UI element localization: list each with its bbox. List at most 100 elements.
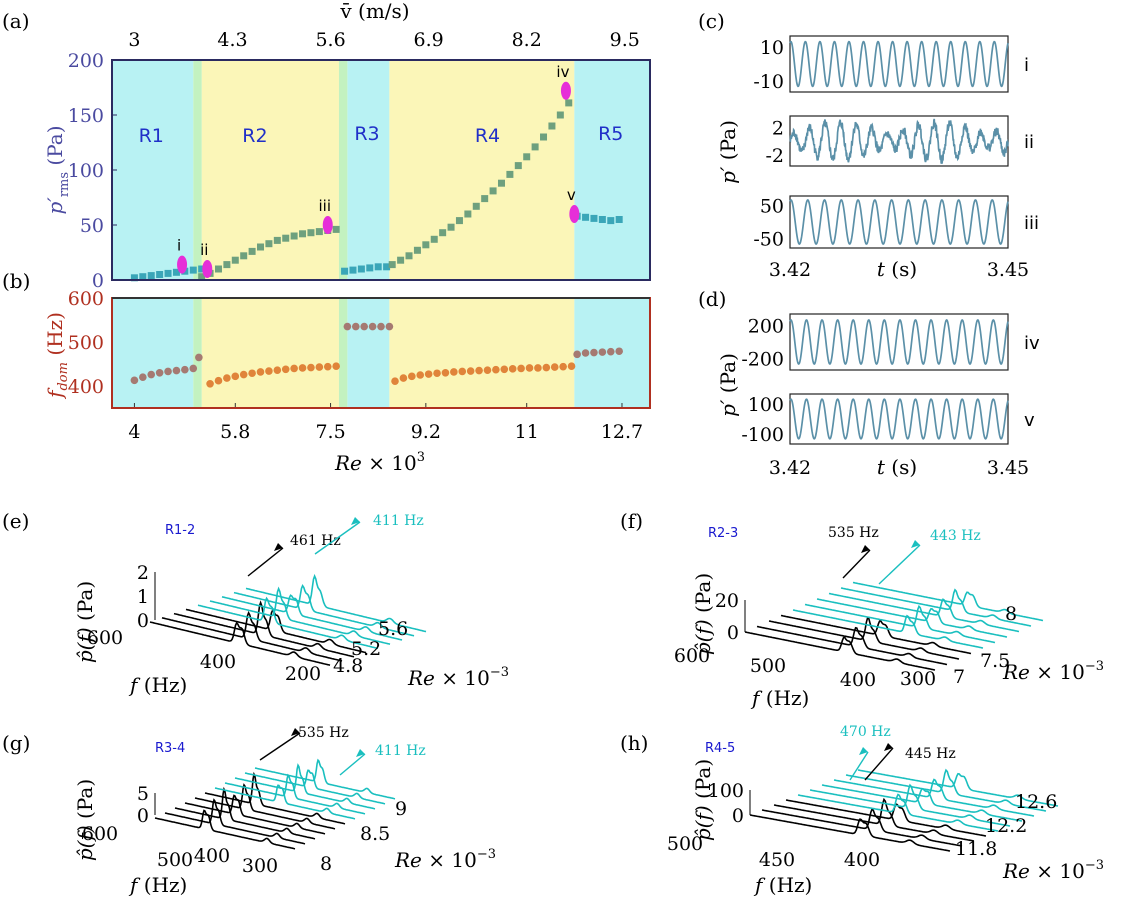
f-tick-label: 400 xyxy=(194,845,230,867)
peak-arrowhead-cyan xyxy=(911,540,920,548)
a-point-R4 xyxy=(556,111,564,119)
a-point-R4 xyxy=(397,256,405,264)
b-region-1 xyxy=(112,298,194,408)
waterfall-line xyxy=(744,631,936,671)
b-x-tick-label: 9.2 xyxy=(411,421,441,443)
signal-ytick-top: 2 xyxy=(772,117,784,139)
a-point-R5 xyxy=(607,217,615,225)
waterfall-line xyxy=(804,603,996,644)
waterfall-line xyxy=(209,586,391,645)
a-point-R3 xyxy=(366,264,374,272)
z-tick-label: 0 xyxy=(137,805,149,827)
a-point-R2 xyxy=(299,230,307,238)
b-point-R5 xyxy=(581,349,590,357)
b-region-3 xyxy=(347,298,390,408)
b-x-tick-label: 11 xyxy=(515,421,539,443)
b-point-R4 xyxy=(416,371,425,379)
f-tick-label: 600 xyxy=(674,645,710,667)
peak-arrow-cyan xyxy=(878,544,921,585)
panel-label-a: (a) xyxy=(2,9,30,33)
signal-trace-v xyxy=(789,398,1009,440)
peak-arrowhead-black xyxy=(861,545,870,553)
b-point-R5 xyxy=(615,347,623,356)
peak-label-cyan: 411 Hz xyxy=(373,513,424,529)
b-point-R1 xyxy=(139,373,147,382)
region-label-R2: R2 xyxy=(242,125,267,147)
b-point-R3 xyxy=(360,322,368,331)
peak-arrow-black xyxy=(259,732,301,761)
waterfall-line xyxy=(816,598,1008,638)
a-point-R1 xyxy=(198,265,206,273)
a-point-R2 xyxy=(214,265,222,273)
b-point-R1 xyxy=(181,365,189,374)
b-point-R2 xyxy=(265,367,273,375)
b-point-R2 xyxy=(248,369,256,378)
b-point-R2 xyxy=(332,362,340,371)
a-point-R4 xyxy=(540,133,548,141)
peak-arrowhead-cyan xyxy=(859,747,868,755)
b-x-ticks: 4 5.8 7.5 9.2 11 12.7 xyxy=(128,403,643,443)
signal-row-label-iii: iii xyxy=(1024,213,1039,234)
waterfall-line xyxy=(780,614,972,655)
waterfall-line xyxy=(828,592,1020,633)
b-point-R3 xyxy=(368,322,377,331)
a-point-R2 xyxy=(248,247,256,255)
signal-ytick-bottom: -10 xyxy=(753,71,784,93)
b-point-R1 xyxy=(172,366,181,375)
peak-label-cyan: 443 Hz xyxy=(930,528,981,544)
xlabel-unit: (Hz) xyxy=(144,873,188,897)
svg-text:p′rms (Pa): p′rms (Pa) xyxy=(43,125,72,214)
b-region-backgrounds xyxy=(112,298,650,408)
a-point-R5 xyxy=(582,213,590,221)
region-label-R1: R1 xyxy=(139,125,164,147)
d-xtick-end: 3.45 xyxy=(987,457,1029,479)
waterfall-xlabel: f (Hz) xyxy=(128,673,187,697)
b-x-tick-label: 4 xyxy=(128,421,140,443)
top-tick-label: 6.9 xyxy=(414,29,444,51)
waterfall-line xyxy=(809,783,1011,827)
b-point-R2 xyxy=(239,370,248,379)
highlight-i xyxy=(177,255,188,274)
b-point-R5 xyxy=(573,350,581,359)
highlight-label-v: v xyxy=(567,186,576,204)
a-point-R3 xyxy=(341,267,349,275)
b-point-R4 xyxy=(391,377,399,385)
a-point-R3 xyxy=(349,266,357,274)
signal-ytick-bottom: -50 xyxy=(753,229,784,251)
a-point-R1 xyxy=(189,266,197,274)
waterfall-line xyxy=(164,798,306,845)
b-y-tick-label: 600 xyxy=(68,288,104,310)
f-tick-label: 300 xyxy=(900,668,936,690)
a-point-R4 xyxy=(514,162,522,170)
a-region-3 xyxy=(347,60,390,280)
waterfall-ylabel: p̂(f) (Pa) xyxy=(691,573,715,655)
panel-label-f: (f) xyxy=(620,509,643,533)
a-point-R4 xyxy=(413,246,421,254)
waterfall-line xyxy=(161,610,343,662)
ylabel-main: p̂(f) xyxy=(691,805,715,841)
ylabel-unit: (Pa) xyxy=(691,759,715,799)
peak-label-cyan: 470 Hz xyxy=(840,724,891,740)
ylabel-unit: (Pa) xyxy=(691,573,715,613)
a-point-R5 xyxy=(590,214,598,222)
re-tick-label: 7 xyxy=(953,666,965,688)
a-point-R4 xyxy=(531,143,539,151)
re-tick-label: 8 xyxy=(320,853,332,875)
d-xlabel: t (s) xyxy=(877,455,917,479)
top-tick-label: 3 xyxy=(128,29,140,51)
peak-arrow-black xyxy=(842,549,871,579)
region-label-R4: R4 xyxy=(475,125,500,147)
top-axis-ticks: 3 4.3 5.6 6.9 8.2 9.5 xyxy=(128,29,640,51)
xlabel-unit: (Hz) xyxy=(769,873,813,897)
a-point-R2 xyxy=(223,261,231,269)
waterfall-line xyxy=(204,771,346,825)
re-tick-label: 8 xyxy=(1005,603,1017,625)
b-transition-1 xyxy=(193,298,202,408)
b-point-R4 xyxy=(483,366,492,374)
peak-label-black: 445 Hz xyxy=(905,746,956,762)
peak-arrow-cyan xyxy=(314,521,361,555)
a-point-R4 xyxy=(472,202,480,210)
a-point-R4 xyxy=(506,170,514,178)
peak-label-black: 535 Hz xyxy=(828,525,879,541)
